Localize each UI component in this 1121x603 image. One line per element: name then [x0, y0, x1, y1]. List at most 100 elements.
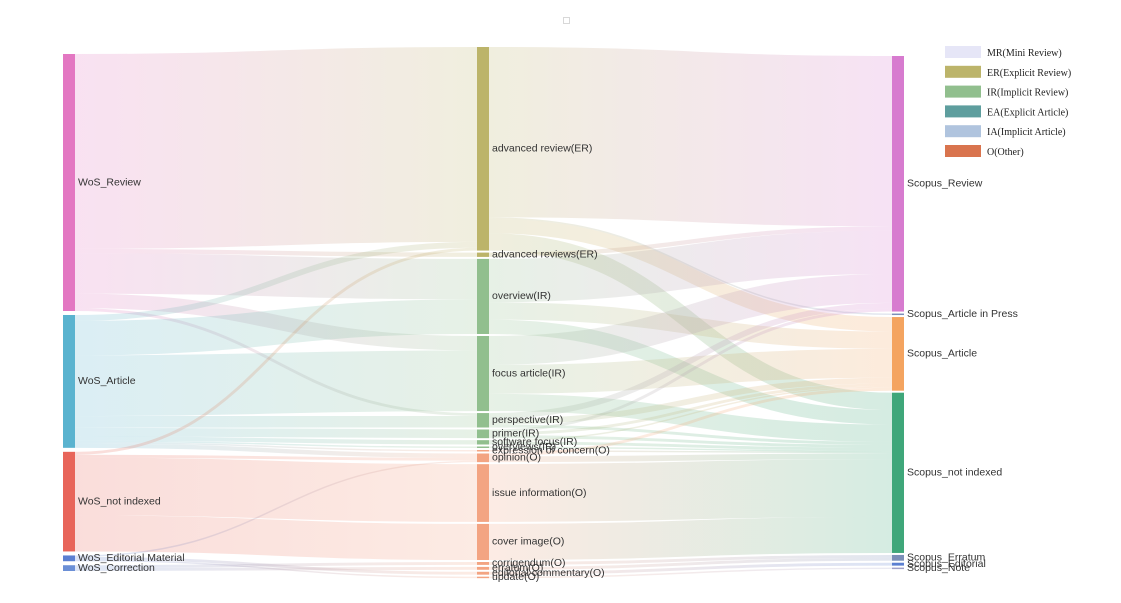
node-label-wos_correction: WoS_Correction: [78, 562, 155, 574]
node-label-erratum: erratum(O): [492, 562, 543, 574]
flow-link-wos_article-to-focus[interactable]: [74, 350, 478, 417]
node-sc_note[interactable]: [892, 567, 904, 570]
flow-link-opinion-to-sc_article[interactable]: [488, 387, 893, 457]
legend-label-ER: ER(Explicit Review): [987, 68, 1071, 79]
node-opinion[interactable]: [477, 453, 489, 463]
node-label-wos_article: WoS_Article: [78, 375, 136, 387]
node-label-update: update(O): [492, 571, 539, 583]
node-software[interactable]: [477, 440, 489, 445]
flow-link-software-to-sc_article[interactable]: [488, 386, 893, 442]
flow-link-wos_not_indexed-to-adv_review[interactable]: [74, 247, 478, 455]
node-label-sc_editorial: Scopus_Editorial: [907, 558, 986, 570]
legend-swatch-O[interactable]: [945, 145, 981, 157]
node-perspective[interactable]: [477, 413, 489, 428]
node-issue[interactable]: [477, 464, 489, 522]
nodes-layer: WoS_Review WoS_Article WoS_not indexed WoS_…: [63, 47, 1018, 583]
flow-link-wos_correction-to-erratum[interactable]: [74, 566, 478, 571]
node-wos_review[interactable]: [63, 54, 75, 311]
flow-link-update-to-sc_note[interactable]: [488, 567, 893, 579]
node-corrigendum[interactable]: [477, 562, 489, 565]
flow-link-wos_article-to-software[interactable]: [74, 436, 478, 445]
flow-link-erratum-to-sc_erratum[interactable]: [488, 557, 893, 570]
node-label-opinion: opinion(O): [492, 452, 541, 464]
node-label-sc_note: Scopus_Note: [907, 562, 970, 574]
node-label-overviews: overviews(IR): [492, 441, 556, 453]
flow-link-wos_review-to-adv_review[interactable]: [74, 47, 478, 249]
flow-link-wos_article-to-adv_review[interactable]: [74, 241, 478, 321]
node-label-corrigendum: corrigendum(O): [492, 557, 566, 569]
node-primer[interactable]: [477, 429, 489, 439]
node-sc_erratum[interactable]: [892, 554, 904, 561]
legend-swatch-IR[interactable]: [945, 85, 981, 98]
node-label-focus: focus article(IR): [492, 367, 566, 379]
chart-toolbox-marker: [563, 17, 570, 24]
node-update[interactable]: [477, 576, 489, 579]
node-commentary[interactable]: [477, 571, 489, 575]
node-wos_correction[interactable]: [63, 565, 75, 571]
flow-link-cover-to-sc_not_indexed[interactable]: [488, 516, 893, 561]
flow-link-wos_not_indexed-to-cover[interactable]: [74, 515, 478, 561]
flow-link-wos_editorial-to-opinion[interactable]: [74, 460, 478, 557]
flow-link-overviews-to-sc_not_indexed[interactable]: [488, 446, 893, 452]
node-adv_review[interactable]: [477, 47, 489, 251]
legend-swatch-ER[interactable]: [945, 65, 981, 78]
node-label-overview: overview(IR): [492, 290, 551, 302]
flow-link-wos_article-to-overview[interactable]: [74, 299, 478, 356]
flow-link-wos_not_indexed-to-opinion[interactable]: [74, 454, 478, 461]
legend-swatch-IA[interactable]: [945, 125, 981, 138]
flow-link-wos_correction-to-corrigendum[interactable]: [74, 562, 478, 569]
flow-link-wos_article-to-primer[interactable]: [74, 427, 478, 439]
legend-label-O: O(Other): [987, 147, 1024, 158]
flow-link-perspective-to-sc_review[interactable]: [488, 302, 893, 419]
node-overview[interactable]: [477, 258, 489, 334]
flow-link-perspective-to-sc_article[interactable]: [488, 377, 893, 425]
node-label-sc_article: Scopus_Article: [907, 348, 977, 360]
node-focus[interactable]: [477, 335, 489, 412]
flow-link-wos_article-to-opinion[interactable]: [74, 443, 478, 458]
flow-link-wos_review-to-overview[interactable]: [74, 253, 478, 300]
node-wos_editorial[interactable]: [63, 555, 75, 562]
flow-link-primer-to-sc_review[interactable]: [488, 308, 893, 433]
node-label-commentary: editorial commentary(O): [492, 567, 605, 579]
flow-link-issue-to-sc_not_indexed[interactable]: [488, 459, 893, 522]
legend-label-EA: EA(Explicit Article): [987, 107, 1068, 118]
node-adv_reviews[interactable]: [477, 252, 489, 257]
node-label-software: software focus(IR): [492, 436, 577, 448]
node-overviews[interactable]: [477, 446, 489, 448]
flow-link-software-to-sc_not_indexed[interactable]: [488, 441, 893, 451]
flow-link-adv_review-to-sc_review[interactable]: [488, 46, 893, 227]
legend-swatch-MR[interactable]: [945, 46, 981, 58]
flow-link-focus-to-sc_review[interactable]: [488, 274, 893, 365]
flow-link-perspective-to-sc_not_indexed[interactable]: [488, 424, 893, 445]
flow-link-primer-to-sc_not_indexed[interactable]: [488, 435, 893, 448]
node-label-sc_review: Scopus_Review: [907, 178, 983, 190]
node-label-sc_erratum: Scopus_Erratum: [907, 552, 985, 564]
flow-link-overview-to-sc_review[interactable]: [488, 230, 893, 303]
node-label-concern: expression of concern(O): [492, 445, 610, 457]
flow-link-corrigendum-to-sc_erratum[interactable]: [488, 554, 893, 565]
node-sc_press[interactable]: [892, 313, 904, 316]
flow-link-wos_not_indexed-to-issue[interactable]: [74, 457, 478, 522]
legend-label-IR: IR(Implicit Review): [987, 88, 1068, 99]
node-sc_not_indexed[interactable]: [892, 392, 904, 553]
node-label-cover: cover image(O): [492, 536, 564, 548]
flow-link-wos_review-to-adv_reviews[interactable]: [74, 248, 478, 257]
flow-link-adv_reviews-to-sc_review[interactable]: [488, 226, 893, 257]
legend-label-MR: MR(Mini Review): [987, 48, 1062, 59]
node-sc_review[interactable]: [892, 56, 904, 312]
flow-link-primer-to-sc_article[interactable]: [488, 383, 893, 436]
flow-link-focus-to-sc_not_indexed[interactable]: [488, 393, 893, 442]
flow-link-opinion-to-sc_not_indexed[interactable]: [488, 453, 893, 463]
node-sc_editorial[interactable]: [892, 562, 904, 566]
node-wos_article[interactable]: [63, 314, 75, 448]
flow-link-commentary-to-sc_editorial[interactable]: [488, 562, 893, 575]
node-label-wos_editorial: WoS_Editorial Material: [78, 552, 185, 564]
node-sc_article[interactable]: [892, 317, 904, 391]
node-erratum[interactable]: [477, 566, 489, 570]
node-label-sc_press: Scopus_Article in Press: [907, 308, 1018, 320]
node-wos_not_indexed[interactable]: [63, 451, 75, 552]
legend-swatch-EA[interactable]: [945, 105, 981, 118]
node-cover[interactable]: [477, 523, 489, 561]
node-concern[interactable]: [477, 449, 489, 452]
